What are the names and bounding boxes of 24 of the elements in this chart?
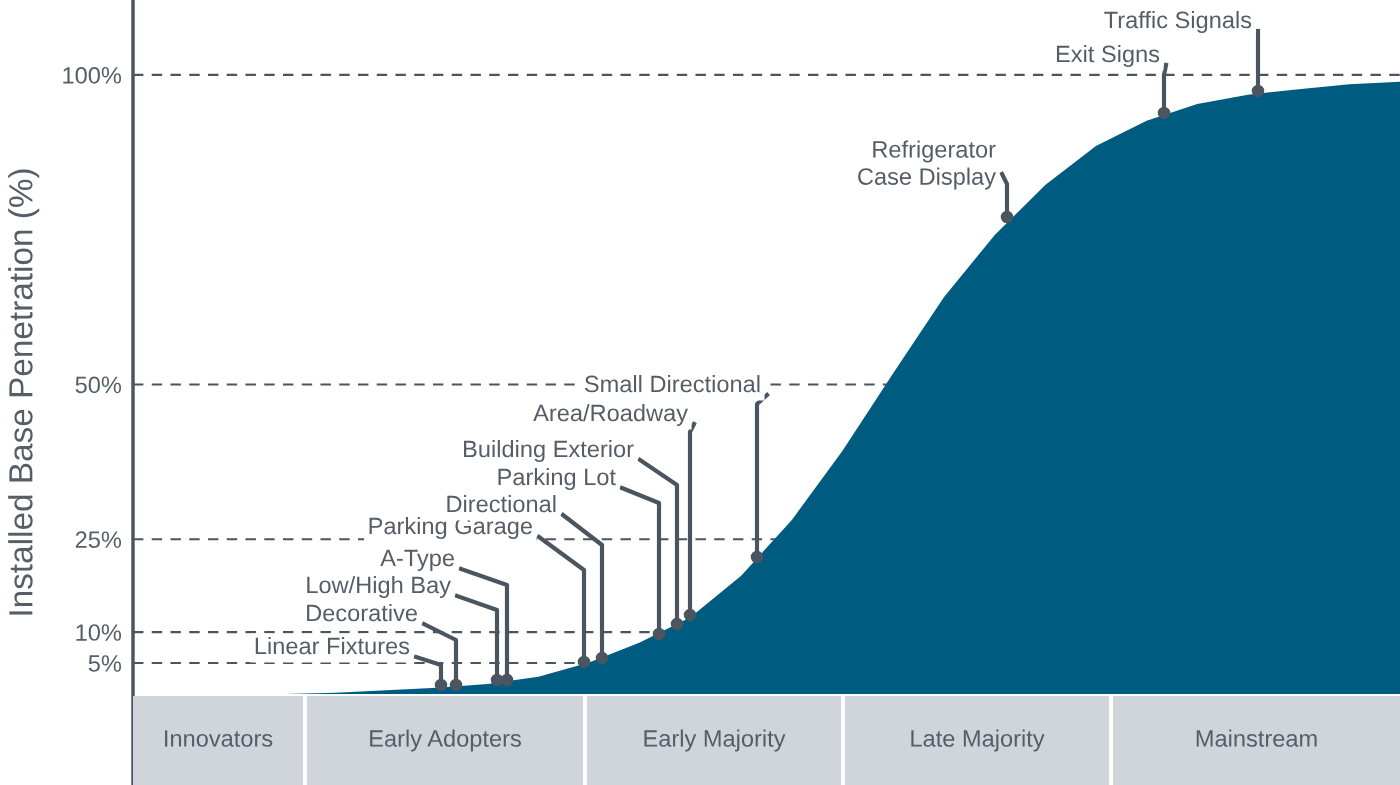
annotation: Small Directional bbox=[584, 374, 760, 393]
annotation: Area/Roadway bbox=[533, 403, 688, 427]
annotation: Early Adopters bbox=[370, 729, 521, 752]
annotation: Exit Signs bbox=[1056, 45, 1160, 67]
y-tick-label: 5% bbox=[88, 655, 122, 672]
annotation: Parking Lot bbox=[498, 467, 616, 490]
y-tick-label: 25% bbox=[75, 531, 122, 549]
annotation: Linear Fixtures bbox=[255, 636, 410, 655]
annotation: Decorative bbox=[307, 603, 417, 622]
annotation: Mainstream bbox=[1196, 729, 1317, 747]
y-tick-label: 50% bbox=[75, 376, 122, 394]
annotation: Refrigerator Case Display bbox=[858, 140, 996, 190]
y-tick-label: 10% bbox=[76, 624, 122, 641]
annotation: Early Majority bbox=[644, 729, 786, 752]
annotation: Late Majority bbox=[911, 729, 1045, 752]
y-tick-label: 100% bbox=[63, 66, 122, 84]
annotation: Directional bbox=[447, 494, 556, 513]
annotation: Innovators bbox=[165, 730, 273, 747]
annotation: A-Type bbox=[380, 549, 454, 572]
annotation: Building Exterior bbox=[464, 439, 634, 462]
annotation: Parking Garage bbox=[369, 516, 532, 539]
annotation: Low/High Bay bbox=[307, 575, 451, 599]
annotation: Traffic Signals bbox=[1104, 11, 1252, 33]
y-axis-title: Installed Base Penetration (%) bbox=[8, 169, 40, 615]
